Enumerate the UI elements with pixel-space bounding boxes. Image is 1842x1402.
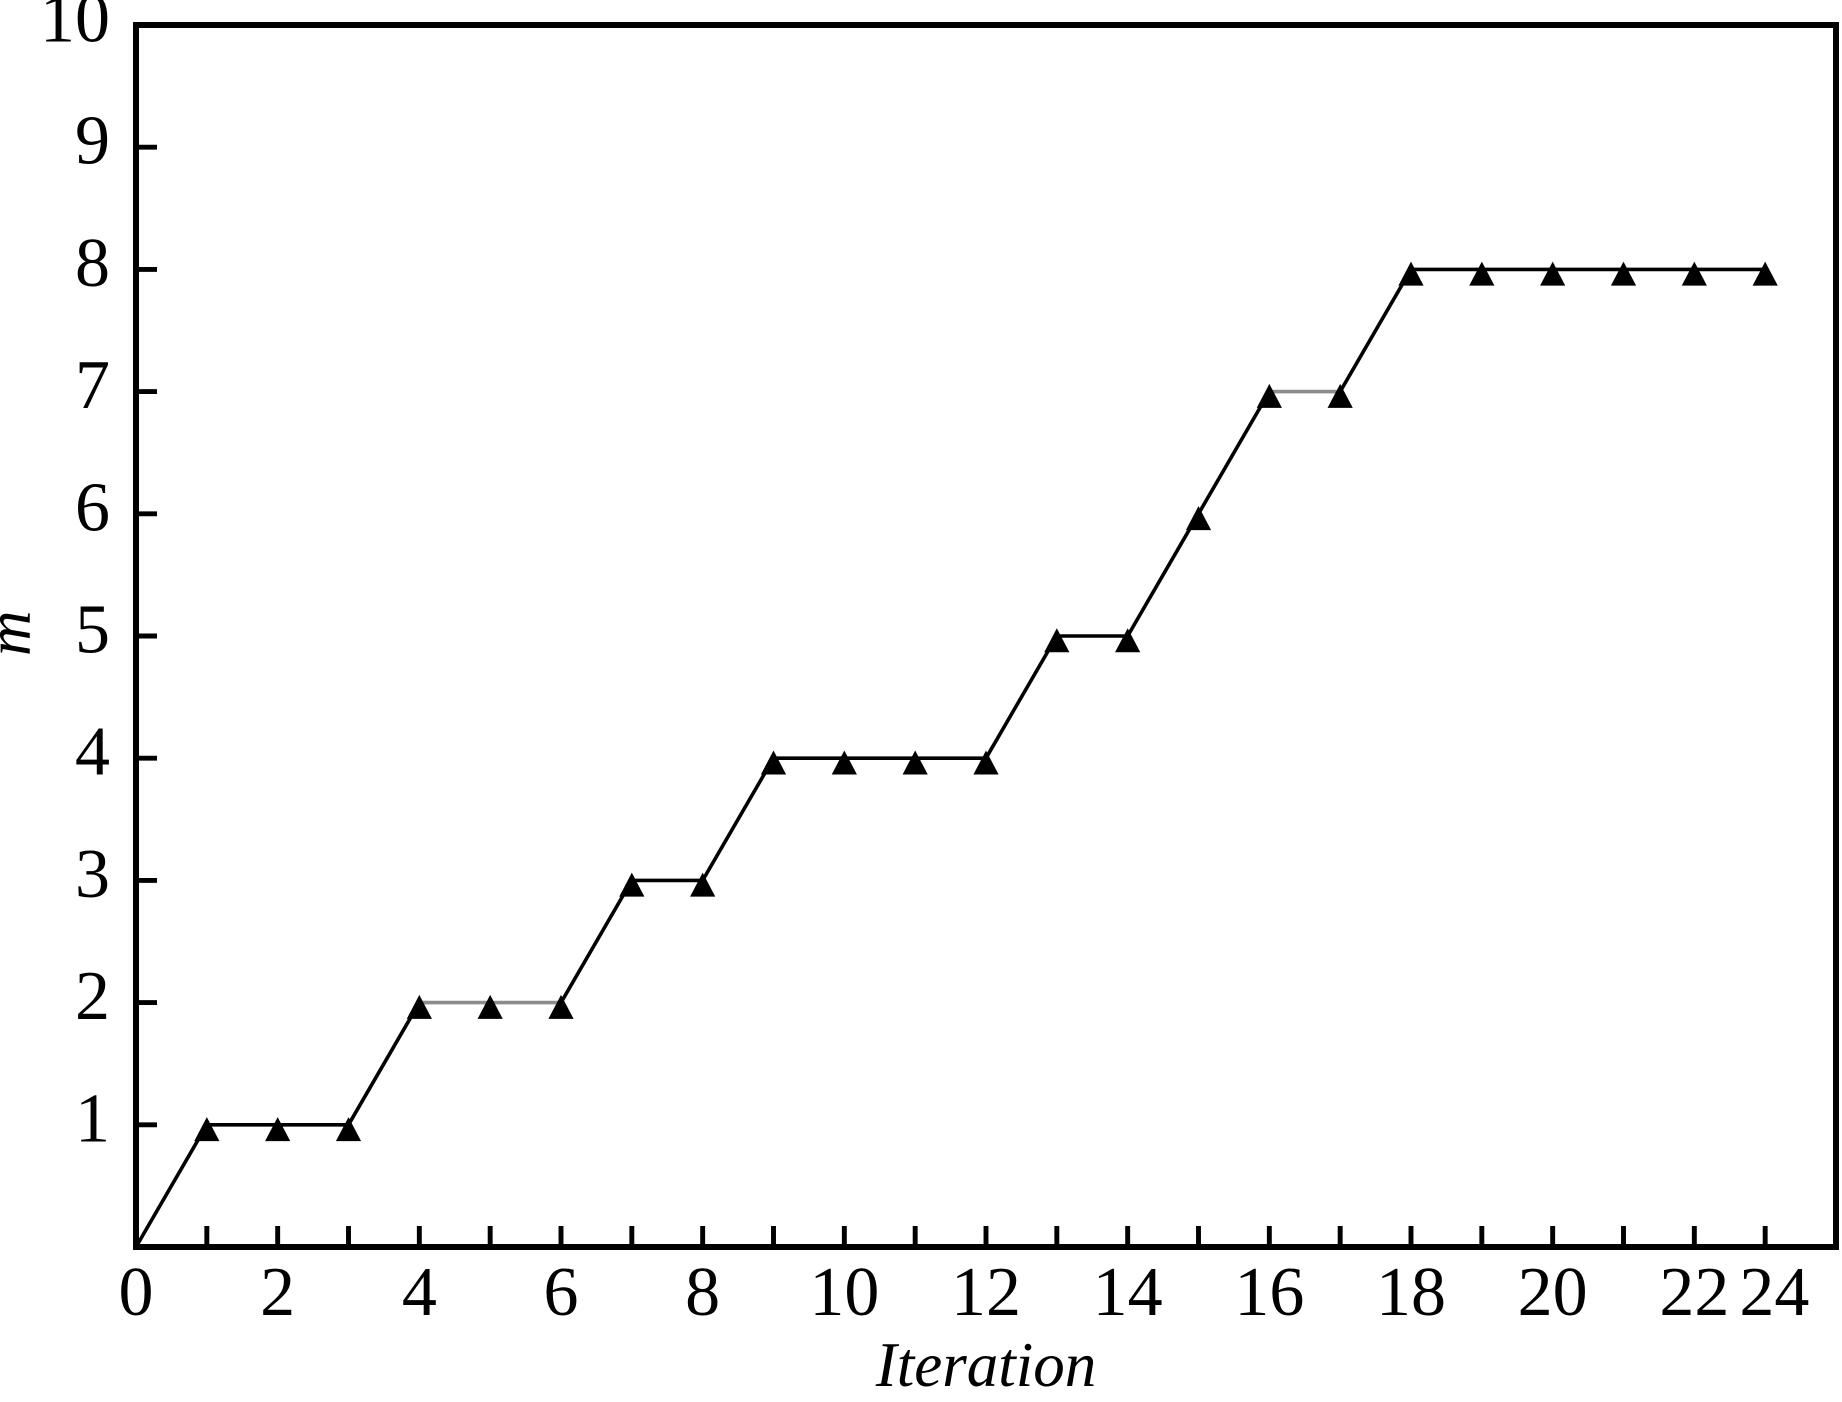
- svg-text:2: 2: [75, 958, 110, 1035]
- svg-text:5: 5: [75, 592, 110, 669]
- svg-text:20: 20: [1518, 1254, 1588, 1331]
- svg-text:3: 3: [75, 836, 110, 913]
- svg-text:24: 24: [1739, 1254, 1809, 1331]
- svg-text:10: 10: [40, 0, 110, 58]
- svg-text:9: 9: [75, 103, 110, 180]
- svg-text:8: 8: [685, 1254, 720, 1331]
- svg-text:6: 6: [544, 1254, 579, 1331]
- svg-text:10: 10: [809, 1254, 879, 1331]
- svg-text:7: 7: [75, 347, 110, 424]
- svg-text:16: 16: [1234, 1254, 1304, 1331]
- svg-text:2: 2: [260, 1254, 295, 1331]
- svg-text:12: 12: [951, 1254, 1021, 1331]
- svg-text:8: 8: [75, 225, 110, 302]
- svg-text:4: 4: [75, 714, 110, 791]
- svg-text:14: 14: [1093, 1254, 1163, 1331]
- svg-text:0: 0: [119, 1254, 154, 1331]
- svg-text:6: 6: [75, 469, 110, 546]
- svg-text:4: 4: [402, 1254, 437, 1331]
- svg-text:18: 18: [1376, 1254, 1446, 1331]
- svg-text:1: 1: [75, 1080, 110, 1157]
- svg-text:22: 22: [1659, 1254, 1729, 1331]
